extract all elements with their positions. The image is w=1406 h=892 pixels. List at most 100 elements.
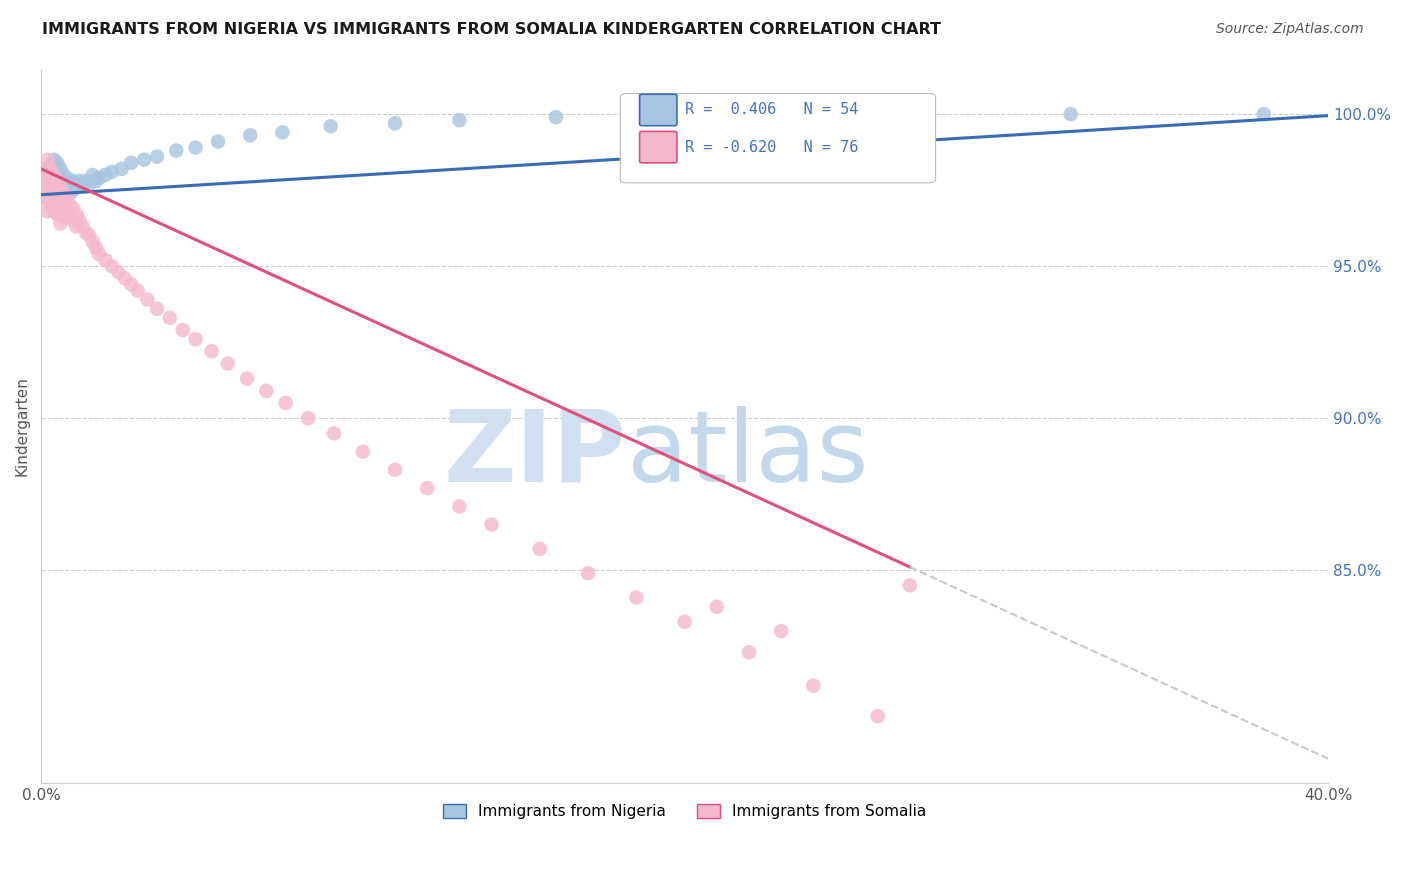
Point <box>834 107 856 121</box>
Point <box>201 344 224 359</box>
Point <box>107 265 129 279</box>
Point <box>49 204 72 219</box>
Point <box>217 356 239 370</box>
Point <box>59 211 82 225</box>
Point <box>62 183 84 197</box>
Point <box>82 235 104 249</box>
Point <box>165 144 187 158</box>
Text: R = -0.620   N = 76: R = -0.620 N = 76 <box>685 140 858 154</box>
Point <box>46 168 69 182</box>
Point <box>42 153 65 167</box>
Y-axis label: Kindergarten: Kindergarten <box>15 376 30 475</box>
Text: Source: ZipAtlas.com: Source: ZipAtlas.com <box>1216 22 1364 37</box>
Point <box>65 177 87 191</box>
Point <box>49 180 72 194</box>
Point <box>42 192 65 206</box>
Point <box>297 411 319 425</box>
Point <box>87 247 110 261</box>
Point <box>184 332 207 346</box>
Point <box>384 463 406 477</box>
Point <box>34 177 56 191</box>
Point <box>576 566 599 581</box>
Point <box>46 155 69 169</box>
Point <box>82 168 104 182</box>
Point <box>84 241 107 255</box>
Point <box>673 110 696 124</box>
Point <box>46 195 69 210</box>
Point <box>101 165 124 179</box>
Point <box>52 186 75 201</box>
Point <box>56 192 79 206</box>
Point <box>159 310 181 325</box>
Point <box>384 116 406 130</box>
Point <box>114 271 136 285</box>
Point <box>120 277 142 292</box>
Point <box>127 284 149 298</box>
Point <box>34 189 56 203</box>
Point <box>449 113 471 128</box>
Point <box>59 177 82 191</box>
FancyBboxPatch shape <box>640 95 676 126</box>
Point <box>146 301 169 316</box>
Point <box>416 481 439 495</box>
Point <box>42 180 65 194</box>
Point <box>65 219 87 234</box>
Point <box>52 177 75 191</box>
Point <box>42 168 65 182</box>
Point <box>42 168 65 182</box>
Point <box>207 135 229 149</box>
Point <box>37 168 59 182</box>
Point <box>46 207 69 221</box>
Point <box>34 161 56 176</box>
Point <box>75 226 97 240</box>
Point <box>481 517 503 532</box>
Point <box>706 599 728 614</box>
Point <box>626 591 648 605</box>
Point <box>172 323 194 337</box>
Point <box>84 174 107 188</box>
Point <box>62 213 84 227</box>
Point <box>120 155 142 169</box>
Point <box>69 174 91 188</box>
Point <box>39 186 62 201</box>
Point <box>37 165 59 179</box>
Point <box>87 171 110 186</box>
Point <box>72 219 94 234</box>
Point <box>132 153 155 167</box>
Point <box>110 161 132 176</box>
Point <box>69 213 91 227</box>
Point <box>801 679 824 693</box>
Point <box>46 174 69 188</box>
Point <box>52 189 75 203</box>
Point <box>529 541 551 556</box>
Text: atlas: atlas <box>627 406 869 503</box>
Text: IMMIGRANTS FROM NIGERIA VS IMMIGRANTS FROM SOMALIA KINDERGARTEN CORRELATION CHAR: IMMIGRANTS FROM NIGERIA VS IMMIGRANTS FR… <box>42 22 941 37</box>
Point <box>1060 107 1083 121</box>
Legend: Immigrants from Nigeria, Immigrants from Somalia: Immigrants from Nigeria, Immigrants from… <box>437 798 932 825</box>
Point <box>31 171 53 186</box>
Point <box>898 578 921 592</box>
Point <box>673 615 696 629</box>
Point <box>75 174 97 188</box>
Point <box>1253 107 1275 121</box>
Point <box>39 171 62 186</box>
Point <box>52 198 75 212</box>
Point <box>72 177 94 191</box>
Point <box>34 174 56 188</box>
Point <box>46 183 69 197</box>
FancyBboxPatch shape <box>640 131 676 163</box>
Point <box>49 217 72 231</box>
Point <box>79 228 101 243</box>
Point <box>52 168 75 182</box>
Point <box>37 153 59 167</box>
Point <box>49 174 72 188</box>
Point <box>319 120 342 134</box>
Point <box>274 396 297 410</box>
Point <box>59 186 82 201</box>
Point <box>37 192 59 206</box>
Point <box>94 168 117 182</box>
Point <box>56 204 79 219</box>
Point <box>37 180 59 194</box>
Point <box>94 253 117 268</box>
Point <box>56 180 79 194</box>
